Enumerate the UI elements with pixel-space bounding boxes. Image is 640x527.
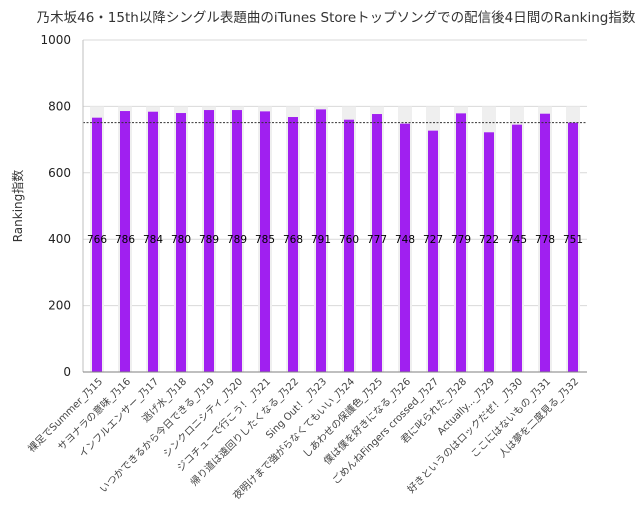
data-label: 751 (563, 234, 583, 246)
data-label: 745 (507, 234, 527, 246)
data-label: 777 (367, 234, 387, 246)
bar (260, 111, 270, 372)
y-tick-label: 200 (48, 299, 71, 313)
data-label: 722 (479, 234, 499, 246)
y-tick-label: 800 (48, 99, 71, 113)
data-label: 780 (171, 234, 191, 246)
data-label: 768 (283, 234, 303, 246)
gridlines (83, 39, 587, 307)
data-label: 791 (311, 234, 331, 246)
x-category-labels: 裸足でSummer_乃15サヨナラの意味_乃16インフルエンサー_乃17逃げ水_… (25, 375, 581, 502)
bar (400, 123, 410, 372)
data-label: 760 (339, 234, 359, 246)
chart-title: 乃木坂46・15th以降シングル表題曲のiTunes Storeトップソングでの… (37, 10, 636, 26)
data-label: 766 (87, 234, 107, 246)
data-label: 785 (255, 234, 275, 246)
bar (176, 113, 186, 372)
data-label: 727 (423, 234, 443, 246)
y-tick-label: 0 (63, 365, 71, 379)
bars (92, 109, 578, 373)
bar (120, 111, 130, 372)
data-label: 778 (535, 234, 555, 246)
y-tick-labels: 0 200 400 600 800 1000 (40, 33, 71, 379)
bar (568, 122, 578, 372)
axes (82, 40, 587, 373)
data-labels: 766 786 784 780 789 789 785 768 791 760 777 748 727 7… (87, 234, 583, 246)
y-tick-label: 1000 (40, 33, 71, 47)
data-label: 789 (199, 234, 219, 246)
bar (344, 119, 354, 373)
data-label: 779 (451, 234, 471, 246)
bar (456, 113, 466, 372)
y-tick-label: 400 (48, 232, 71, 246)
y-tick-label: 600 (48, 166, 71, 180)
bar (428, 130, 438, 372)
bar (204, 110, 214, 372)
bar (288, 117, 298, 372)
data-label: 789 (227, 234, 247, 246)
bar (232, 110, 242, 372)
bar (372, 114, 382, 372)
data-label: 786 (115, 234, 135, 246)
data-label: 784 (143, 234, 163, 246)
bar (316, 109, 326, 372)
bar (484, 132, 494, 372)
bar (540, 113, 550, 372)
data-label: 748 (395, 234, 415, 246)
bar (512, 124, 522, 372)
bar (148, 111, 158, 372)
bar (92, 117, 102, 372)
y-axis-label: Ranking指数 (10, 170, 25, 243)
